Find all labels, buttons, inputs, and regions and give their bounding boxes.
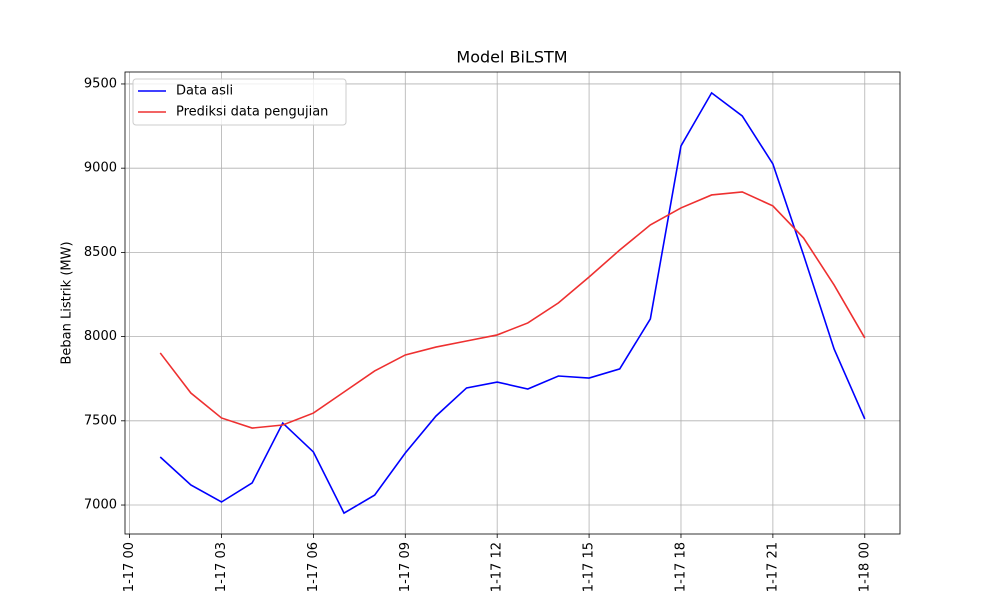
y-tick-label: 8000 [84,329,117,344]
y-tick-label: 8500 [84,245,117,260]
legend-label: Prediksi data pengujian [176,105,328,120]
x-tick-label: 1-17 15 [582,542,597,592]
data-line [159,191,866,429]
data-line [159,91,866,515]
y-tick-label: 9000 [84,161,117,176]
y-tick-label: 7500 [84,413,117,428]
x-tick-label: 1-17 00 [122,542,137,592]
x-tick-label: 1-17 09 [398,542,413,592]
x-tick-label: 1-17 03 [214,542,229,592]
chart-title: Model BiLSTM [456,48,567,67]
x-tick-label: 1-17 18 [673,542,688,592]
y-tick-label: 9500 [84,76,117,91]
legend-label: Data asli [176,84,233,99]
x-tick-label: 1-17 06 [306,542,321,592]
y-axis-label: Beban Listrik (MW) [60,241,75,364]
plot-frame [124,71,901,535]
x-tick-label: 1-18 00 [857,542,872,592]
x-tick-label: 1-17 21 [765,542,780,592]
legend-box [132,78,347,126]
y-tick-label: 7000 [84,498,117,513]
x-tick-label: 1-17 12 [490,542,505,592]
